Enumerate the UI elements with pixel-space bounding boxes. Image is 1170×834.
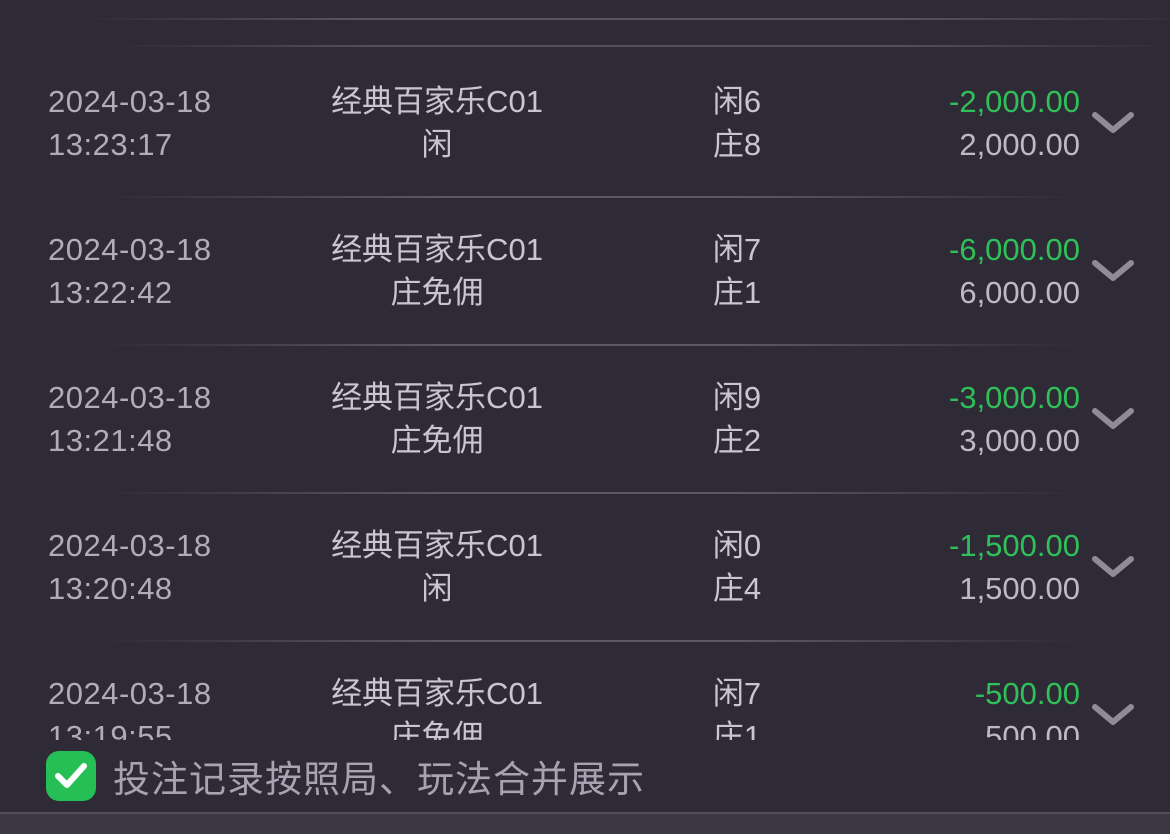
game-name: 经典百家乐C01 [331, 676, 543, 711]
play-type: 庄免佣 [390, 275, 484, 310]
bet-date: 2024-03-18 [48, 84, 212, 119]
stake-amount: 6,000.00 [959, 275, 1080, 310]
row-divider [96, 196, 1084, 198]
game-name: 经典百家乐C01 [331, 380, 543, 415]
bet-datetime: 2024-03-18 13:21:48 [48, 376, 300, 462]
play-type: 闲 [421, 127, 453, 162]
bet-record-row[interactable]: 2024-03-18 13:21:48 经典百家乐C01 庄免佣 闲9 庄2 -… [0, 345, 1170, 494]
bet-game: 经典百家乐C01 闲 [300, 80, 574, 166]
merge-display-checkbox[interactable] [46, 751, 96, 801]
bet-game: 经典百家乐C01 闲 [300, 524, 574, 610]
stake-amount: 3,000.00 [959, 423, 1080, 458]
chevron-down-icon[interactable] [1090, 259, 1136, 283]
stake-amount: 1,500.00 [959, 571, 1080, 606]
chevron-down-icon[interactable] [1090, 111, 1136, 135]
bet-time: 13:20:48 [48, 571, 173, 606]
game-name: 经典百家乐C01 [331, 528, 543, 563]
bet-date: 2024-03-18 [48, 380, 212, 415]
chevron-down-icon[interactable] [1090, 703, 1136, 727]
bet-time: 13:21:48 [48, 423, 173, 458]
bet-record-list: 2024-03-18 13:23:17 经典百家乐C01 闲 闲6 庄8 -2,… [0, 49, 1170, 790]
play-type: 闲 [421, 571, 453, 606]
profit-amount: -2,000.00 [949, 84, 1080, 119]
row-expander [1080, 407, 1170, 431]
chevron-down-icon[interactable] [1090, 555, 1136, 579]
bet-datetime: 2024-03-18 13:20:48 [48, 524, 300, 610]
profit-amount: -1,500.00 [949, 528, 1080, 563]
row-expander [1080, 555, 1170, 579]
bet-datetime: 2024-03-18 13:23:17 [48, 80, 300, 166]
game-name: 经典百家乐C01 [331, 84, 543, 119]
round-result: 闲6 庄8 [574, 80, 900, 166]
round-result: 闲7 庄1 [574, 228, 900, 314]
bet-date: 2024-03-18 [48, 528, 212, 563]
top-row-divider-1 [82, 18, 1170, 20]
bet-amounts: -3,000.00 3,000.00 [900, 376, 1080, 462]
result-banker: 庄1 [712, 275, 762, 310]
row-divider [96, 492, 1084, 494]
profit-amount: -6,000.00 [949, 232, 1080, 267]
row-expander [1080, 259, 1170, 283]
bet-game: 经典百家乐C01 庄免佣 [300, 376, 574, 462]
bet-datetime: 2024-03-18 13:22:42 [48, 228, 300, 314]
result-player: 闲0 [712, 528, 762, 563]
stake-amount: 2,000.00 [959, 127, 1080, 162]
bet-record-row[interactable]: 2024-03-18 13:23:17 经典百家乐C01 闲 闲6 庄8 -2,… [0, 49, 1170, 198]
bet-record-row[interactable]: 2024-03-18 13:20:48 经典百家乐C01 闲 闲0 庄4 -1,… [0, 493, 1170, 642]
game-name: 经典百家乐C01 [331, 232, 543, 267]
top-row-divider-2 [112, 45, 1156, 47]
bet-time: 13:22:42 [48, 275, 173, 310]
bet-amounts: -1,500.00 1,500.00 [900, 524, 1080, 610]
bet-amounts: -6,000.00 6,000.00 [900, 228, 1080, 314]
bet-game: 经典百家乐C01 庄免佣 [300, 228, 574, 314]
play-type: 庄免佣 [390, 423, 484, 458]
bet-record-row[interactable]: 2024-03-18 13:22:42 经典百家乐C01 庄免佣 闲7 庄1 -… [0, 197, 1170, 346]
round-result: 闲9 庄2 [574, 376, 900, 462]
merge-display-bar: 投注记录按照局、玩法合并展示 [0, 740, 1170, 812]
bet-time: 13:23:17 [48, 127, 173, 162]
row-expander [1080, 703, 1170, 727]
round-result: 闲0 庄4 [574, 524, 900, 610]
merge-display-label: 投注记录按照局、玩法合并展示 [113, 759, 645, 800]
bottom-home-strip [0, 812, 1170, 834]
chevron-down-icon[interactable] [1090, 407, 1136, 431]
result-banker: 庄8 [712, 127, 762, 162]
result-player: 闲9 [712, 380, 762, 415]
result-banker: 庄2 [712, 423, 762, 458]
result-player: 闲6 [712, 84, 762, 119]
checkmark-icon [55, 763, 87, 788]
profit-amount: -3,000.00 [949, 380, 1080, 415]
profit-amount: -500.00 [974, 676, 1080, 711]
result-player: 闲7 [712, 676, 762, 711]
result-player: 闲7 [712, 232, 762, 267]
bet-date: 2024-03-18 [48, 232, 212, 267]
result-banker: 庄4 [712, 571, 762, 606]
row-divider [96, 344, 1084, 346]
bet-date: 2024-03-18 [48, 676, 212, 711]
row-divider [96, 640, 1084, 642]
row-expander [1080, 111, 1170, 135]
bet-amounts: -2,000.00 2,000.00 [900, 80, 1080, 166]
